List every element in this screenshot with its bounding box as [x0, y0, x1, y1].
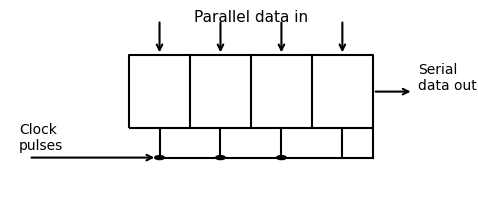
Circle shape — [277, 156, 286, 160]
Circle shape — [155, 156, 164, 160]
Text: Serial
data out: Serial data out — [418, 63, 477, 93]
Circle shape — [216, 156, 225, 160]
Text: Parallel data in: Parallel data in — [194, 10, 308, 25]
Text: Clock
pulses: Clock pulses — [19, 123, 64, 153]
